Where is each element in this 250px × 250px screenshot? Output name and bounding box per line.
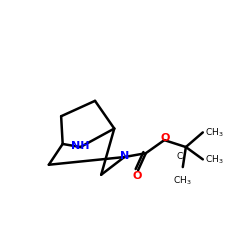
Text: CH$_3$: CH$_3$	[205, 153, 224, 166]
Text: CH$_3$: CH$_3$	[174, 175, 192, 187]
Text: NH: NH	[71, 141, 90, 151]
Text: N: N	[120, 151, 130, 161]
Text: O: O	[133, 170, 142, 180]
Text: CH$_3$: CH$_3$	[205, 126, 224, 139]
Text: C: C	[176, 152, 183, 161]
Text: O: O	[160, 133, 170, 143]
